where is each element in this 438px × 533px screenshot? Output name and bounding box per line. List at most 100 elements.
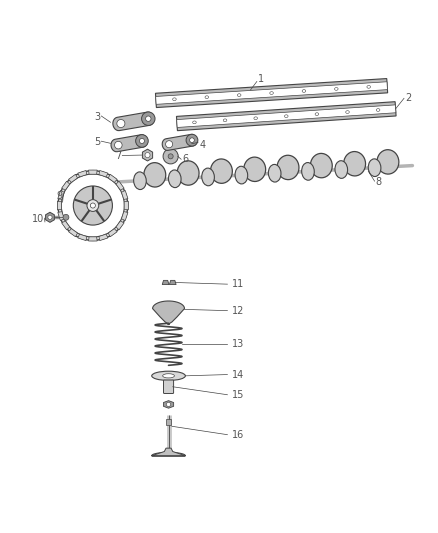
Circle shape: [58, 171, 128, 240]
Polygon shape: [58, 190, 64, 199]
Ellipse shape: [335, 87, 338, 90]
Polygon shape: [121, 190, 128, 199]
Text: 1: 1: [258, 75, 264, 84]
Circle shape: [136, 135, 148, 147]
Ellipse shape: [193, 121, 196, 124]
Polygon shape: [57, 201, 62, 210]
Ellipse shape: [368, 159, 381, 176]
Polygon shape: [58, 212, 64, 221]
Polygon shape: [124, 201, 128, 210]
Polygon shape: [113, 112, 154, 131]
Polygon shape: [116, 181, 124, 190]
Ellipse shape: [302, 90, 306, 92]
FancyBboxPatch shape: [166, 419, 172, 425]
Circle shape: [141, 112, 155, 125]
Ellipse shape: [311, 154, 332, 178]
Circle shape: [186, 134, 198, 146]
Circle shape: [115, 141, 122, 149]
Ellipse shape: [177, 161, 199, 185]
Text: 8: 8: [376, 177, 382, 188]
Ellipse shape: [268, 164, 281, 182]
Circle shape: [168, 154, 173, 159]
Text: 10: 10: [32, 214, 44, 224]
Circle shape: [48, 215, 52, 220]
Text: 16: 16: [232, 430, 244, 440]
Polygon shape: [78, 171, 87, 177]
Polygon shape: [177, 105, 396, 127]
Polygon shape: [163, 401, 173, 408]
Polygon shape: [152, 448, 185, 456]
Ellipse shape: [367, 85, 371, 88]
Polygon shape: [68, 174, 78, 182]
Polygon shape: [152, 301, 184, 325]
Ellipse shape: [134, 172, 146, 190]
Ellipse shape: [244, 157, 266, 181]
FancyBboxPatch shape: [163, 380, 173, 393]
Polygon shape: [108, 229, 117, 237]
Polygon shape: [78, 234, 87, 240]
Circle shape: [166, 141, 173, 148]
Text: 14: 14: [232, 369, 244, 379]
Polygon shape: [162, 280, 169, 285]
Ellipse shape: [144, 163, 166, 187]
Ellipse shape: [223, 119, 227, 122]
Polygon shape: [62, 181, 70, 190]
Ellipse shape: [202, 168, 214, 186]
Polygon shape: [170, 280, 176, 285]
Polygon shape: [88, 237, 97, 241]
Polygon shape: [155, 78, 388, 108]
Text: 5: 5: [94, 138, 100, 148]
Ellipse shape: [335, 161, 348, 179]
Circle shape: [87, 200, 99, 212]
Ellipse shape: [346, 111, 349, 114]
Text: 9: 9: [56, 191, 62, 201]
Ellipse shape: [344, 151, 366, 176]
Ellipse shape: [152, 371, 185, 381]
Polygon shape: [88, 170, 97, 174]
Polygon shape: [111, 135, 147, 152]
Polygon shape: [152, 453, 185, 456]
Polygon shape: [46, 212, 54, 222]
Polygon shape: [177, 102, 396, 131]
Ellipse shape: [315, 113, 319, 116]
Text: 13: 13: [232, 340, 244, 349]
Circle shape: [190, 138, 194, 142]
Polygon shape: [68, 229, 78, 237]
Circle shape: [61, 174, 124, 237]
Ellipse shape: [376, 109, 380, 111]
Text: 3: 3: [94, 112, 100, 122]
Polygon shape: [155, 82, 388, 104]
Polygon shape: [99, 234, 108, 240]
Ellipse shape: [277, 155, 299, 180]
Circle shape: [90, 203, 95, 208]
Ellipse shape: [270, 92, 273, 94]
Polygon shape: [99, 171, 108, 177]
Circle shape: [63, 214, 69, 220]
Circle shape: [117, 119, 125, 127]
Polygon shape: [162, 134, 197, 150]
Text: 7: 7: [115, 151, 121, 161]
Circle shape: [73, 186, 113, 225]
Text: 4: 4: [199, 140, 205, 150]
Polygon shape: [142, 149, 152, 161]
Ellipse shape: [211, 159, 232, 183]
Polygon shape: [116, 221, 124, 230]
Text: 2: 2: [405, 93, 411, 103]
Text: 15: 15: [232, 390, 244, 400]
Ellipse shape: [285, 115, 288, 118]
Text: 6: 6: [182, 154, 188, 164]
Text: 12: 12: [232, 305, 244, 316]
Circle shape: [145, 152, 150, 158]
Text: 11: 11: [232, 279, 244, 289]
Polygon shape: [108, 174, 117, 182]
Ellipse shape: [205, 96, 208, 99]
Ellipse shape: [173, 98, 176, 101]
Polygon shape: [121, 212, 128, 221]
Ellipse shape: [302, 163, 314, 180]
Ellipse shape: [377, 150, 399, 174]
Circle shape: [145, 116, 151, 122]
Circle shape: [139, 139, 145, 143]
Polygon shape: [62, 221, 70, 230]
Ellipse shape: [162, 374, 174, 378]
Ellipse shape: [254, 117, 258, 119]
